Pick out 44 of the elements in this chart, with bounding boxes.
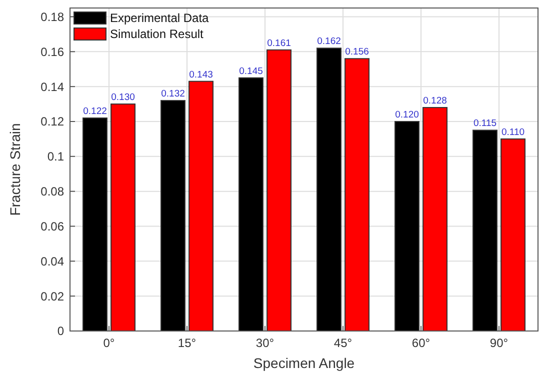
y-tick-label: 0: [57, 324, 64, 338]
bar: [188, 80, 214, 332]
y-tick-label: 0.1: [47, 150, 64, 164]
y-tick-label: 0.04: [40, 254, 64, 268]
x-tick-label: 60°: [412, 336, 430, 350]
data-label: 0.143: [189, 69, 213, 80]
data-label: 0.128: [423, 96, 447, 107]
x-tick-label: 90°: [490, 336, 508, 350]
data-label: 0.122: [83, 106, 107, 117]
legend-label: Simulation Result: [110, 27, 204, 42]
bar: [394, 120, 420, 332]
data-label: 0.130: [111, 92, 135, 104]
bar: [316, 48, 342, 332]
y-axis-title: Fracture Strain: [7, 123, 23, 216]
y-tick-label: 0.18: [40, 10, 64, 24]
y-tick-label: 0.08: [40, 184, 64, 199]
bar: [344, 58, 370, 332]
x-tick-label: 15°: [178, 336, 196, 350]
bar: [266, 49, 292, 332]
data-label: 0.161: [267, 38, 291, 49]
data-label: 0.110: [501, 126, 525, 138]
bar: [160, 100, 186, 332]
y-tick-label: 0.12: [40, 114, 64, 129]
y-tick-label: 0.14: [40, 80, 64, 94]
bar: [500, 138, 526, 332]
bar: [422, 107, 448, 332]
y-tick-label: 0.16: [40, 44, 64, 59]
data-label: 0.132: [161, 88, 185, 100]
bar: [472, 130, 498, 332]
bar: [110, 104, 136, 332]
data-label: 0.145: [239, 66, 263, 77]
data-label: 0.120: [395, 109, 419, 120]
x-tick-label: 0°: [103, 336, 115, 350]
x-tick-label: 45°: [334, 336, 352, 350]
y-tick-label: 0.06: [40, 219, 64, 234]
bar: [238, 77, 264, 332]
legend-label: Experimental Data: [110, 11, 210, 26]
data-label: 0.156: [345, 46, 369, 58]
data-label: 0.162: [317, 36, 341, 48]
bar: [82, 117, 108, 332]
data-label: 0.115: [473, 118, 497, 130]
y-tick-label: 0.02: [40, 289, 64, 304]
x-tick-label: 30°: [256, 336, 274, 350]
x-axis-title: Specimen Angle: [253, 355, 355, 371]
